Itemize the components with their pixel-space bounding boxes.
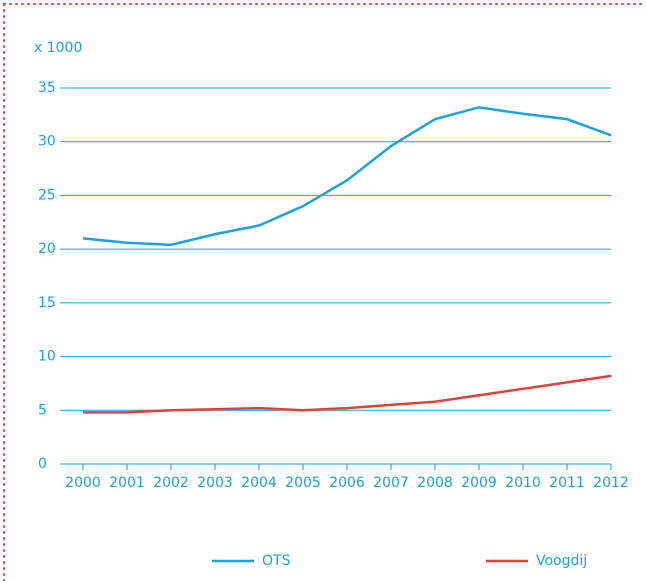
x-tick-label: 2010 <box>505 475 541 491</box>
x-tick-label: 2000 <box>65 475 101 491</box>
x-tick-label: 2007 <box>373 475 409 491</box>
x-tick-label: 2003 <box>197 475 233 491</box>
y-tick-label: 30 <box>38 134 56 150</box>
y-tick-label: 25 <box>38 187 56 203</box>
line-series <box>82 106 612 247</box>
x-tick-label: 2001 <box>109 475 145 491</box>
y-tick-label: 10 <box>38 349 56 365</box>
x-tick-label: 2012 <box>593 475 629 491</box>
y-tick-label: 15 <box>38 295 56 311</box>
legend-label: OTS <box>262 553 291 569</box>
x-tick-label: 2002 <box>153 475 189 491</box>
x-tick-label: 2008 <box>417 475 453 491</box>
legend-label: Voogdij <box>536 553 587 569</box>
x-tick-label: 2005 <box>285 475 321 491</box>
y-unit-label: x 1000 <box>34 40 82 56</box>
y-tick-label: 35 <box>38 80 56 96</box>
x-tick-label: 2006 <box>329 475 365 491</box>
x-tick-label: 2004 <box>241 475 277 491</box>
y-tick-label: 20 <box>38 241 56 257</box>
y-tick-label: 5 <box>38 402 47 418</box>
line-series <box>83 374 612 414</box>
y-tick-label: 0 <box>38 456 47 472</box>
x-tick-label: 2011 <box>549 475 585 491</box>
x-tick-label: 2009 <box>461 475 497 491</box>
